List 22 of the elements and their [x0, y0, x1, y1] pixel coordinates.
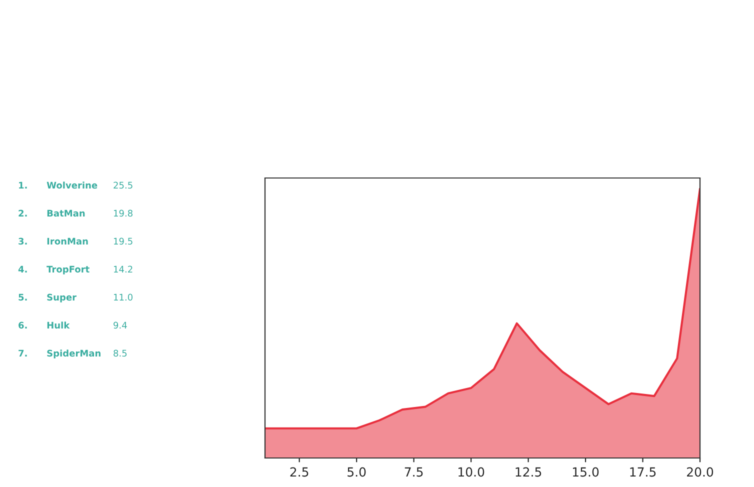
x-tick-label: 15.0 — [572, 467, 599, 477]
x-tick-label: 17.5 — [630, 467, 656, 477]
text: 3. IronMan — [18, 238, 88, 245]
text: 6. Hulk — [18, 322, 70, 329]
x-tick-label: 2.5 — [290, 467, 308, 477]
x-tick-label: 12.5 — [516, 467, 542, 477]
text: 4. TropFort — [18, 266, 90, 274]
text: 11.0 — [114, 294, 132, 301]
text: 1. Wolverine — [19, 182, 98, 189]
text: 2. BatMan — [18, 210, 85, 217]
text: 8.5 — [114, 350, 127, 357]
x-tick-label: 10.0 — [458, 467, 484, 477]
text: 7. SpiderMan — [18, 350, 100, 358]
text: 14.2 — [114, 266, 132, 272]
x-tick-label: 5.0 — [348, 467, 366, 477]
text: 9.4 — [114, 322, 127, 329]
x-tick-label: 7.5 — [404, 467, 423, 477]
text: 19.8 — [114, 210, 132, 217]
text: 19.5 — [114, 238, 132, 245]
text: 25.5 — [114, 182, 132, 189]
text: 5. Super — [18, 294, 77, 302]
x-tick-label: 20.0 — [687, 467, 714, 477]
